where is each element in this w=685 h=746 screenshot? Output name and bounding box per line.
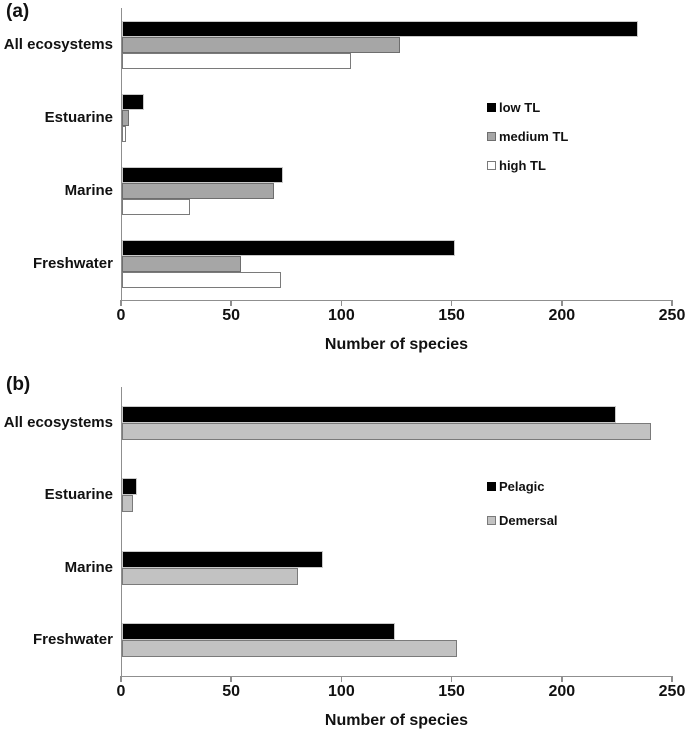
bar-marine-low-tl (122, 166, 283, 183)
legend-swatch-medium-tl-icon (487, 132, 496, 141)
category-label-marine: Marine (64, 558, 113, 576)
legend-swatch-high-tl-icon (487, 161, 496, 170)
bar-all-ecosystems-high-tl (122, 52, 352, 69)
category-label-estuarine: Estuarine (44, 486, 113, 504)
panel-a-plot-area (121, 8, 673, 301)
x-axis-tick-label-50: 50 (222, 683, 241, 700)
bar-freshwater-high-tl (122, 271, 281, 288)
panel-a: (a) Number of species low TL medium TL hig… (3, 1, 685, 353)
x-axis-tick-label-50: 50 (222, 307, 241, 324)
bar-all-ecosystems-low-tl (122, 20, 638, 37)
category-label-marine: Marine (64, 181, 113, 199)
x-axis-tick-250 (671, 300, 673, 306)
legend-item-high-tl: high TL (487, 158, 568, 173)
panel-a-label: (a) (6, 1, 30, 22)
bar-all-ecosystems-pelagic (122, 406, 616, 424)
legend-label-pelagic: Pelagic (499, 479, 545, 494)
legend-item-low-tl: low TL (487, 100, 568, 115)
x-axis-tick-label-0: 0 (116, 307, 126, 324)
panel-b-legend: Pelagic Demersal (487, 479, 558, 528)
legend-label-low-tl: low TL (499, 100, 541, 115)
bar-estuarine-high-tl (122, 125, 127, 142)
bar-marine-pelagic (122, 550, 323, 568)
x-axis-tick-100 (340, 300, 343, 306)
bar-freshwater-demersal (122, 639, 457, 657)
bar-estuarine-pelagic (122, 478, 138, 496)
bar-all-ecosystems-demersal (122, 423, 651, 441)
x-axis-tick-150 (450, 676, 453, 682)
bar-estuarine-low-tl (122, 93, 145, 110)
legend-swatch-low-tl-icon (487, 103, 496, 112)
category-label-all-ecosystems: All ecosystems (3, 414, 113, 432)
legend-item-demersal: Demersal (487, 513, 558, 528)
x-axis-tick-label-250: 250 (658, 683, 685, 700)
legend-item-pelagic: Pelagic (487, 479, 558, 494)
bar-freshwater-medium-tl (122, 255, 242, 272)
panel-a-x-axis-title: Number of species (324, 336, 469, 353)
x-axis-tick-0 (120, 300, 122, 306)
x-axis-tick-label-200: 200 (548, 683, 576, 700)
x-axis-tick-label-200: 200 (548, 307, 576, 324)
panel-b-x-axis-title: Number of species (324, 712, 469, 729)
x-axis-tick-label-150: 150 (438, 307, 465, 324)
bar-estuarine-medium-tl (122, 109, 129, 126)
bar-freshwater-pelagic (122, 622, 396, 640)
x-axis-tick-label-100: 100 (328, 683, 355, 700)
category-label-freshwater: Freshwater (32, 630, 113, 648)
panel-b-plot-area (121, 387, 673, 677)
bar-marine-medium-tl (122, 182, 275, 199)
legend-label-demersal: Demersal (499, 513, 558, 528)
legend-label-medium-tl: medium TL (499, 129, 569, 144)
legend-item-medium-tl: medium TL (487, 129, 568, 144)
legend-swatch-demersal-icon (487, 516, 496, 525)
bar-all-ecosystems-medium-tl (122, 36, 400, 53)
x-axis-tick-50 (230, 300, 232, 306)
bar-estuarine-demersal (122, 495, 134, 513)
x-axis-tick-label-100: 100 (328, 307, 355, 324)
legend-label-high-tl: high TL (499, 158, 546, 173)
x-axis-tick-200 (561, 300, 563, 306)
category-label-estuarine: Estuarine (44, 108, 113, 126)
panel-b: (b) Number of species Pelagic Demersal Al… (0, 373, 685, 746)
panel-b-label: (b) (6, 374, 31, 395)
x-axis-tick-250 (671, 676, 673, 682)
x-axis-tick-label-250: 250 (658, 307, 685, 324)
x-axis-tick-150 (450, 300, 453, 306)
panel-a-legend: low TL medium TL high TL (487, 100, 568, 173)
x-axis-tick-label-150: 150 (438, 683, 465, 700)
x-axis-tick-200 (561, 676, 563, 682)
x-axis-tick-50 (230, 676, 232, 682)
x-axis-tick-100 (340, 676, 343, 682)
x-axis-tick-0 (120, 676, 122, 682)
x-axis-tick-label-0: 0 (116, 683, 126, 700)
category-label-all-ecosystems: All ecosystems (3, 35, 113, 53)
bar-freshwater-low-tl (122, 239, 455, 256)
bar-marine-demersal (122, 567, 299, 585)
category-label-freshwater: Freshwater (32, 254, 113, 272)
legend-swatch-pelagic-icon (487, 482, 496, 491)
bar-marine-high-tl (122, 198, 191, 215)
